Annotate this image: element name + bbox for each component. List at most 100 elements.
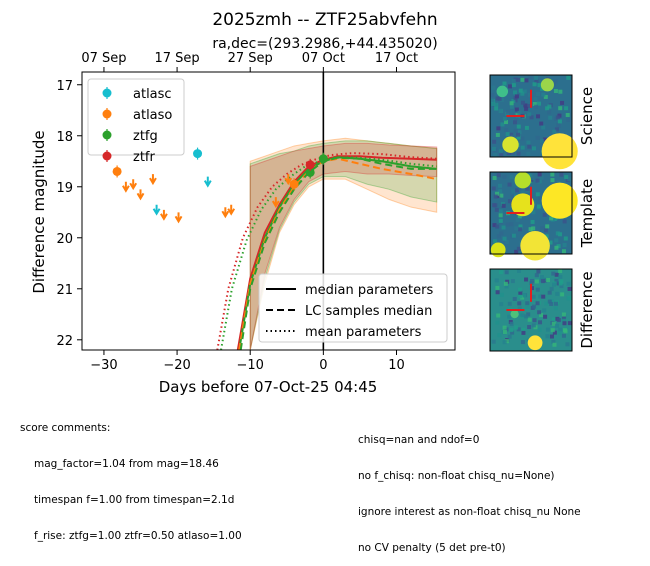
panel-noise xyxy=(532,318,537,323)
panel-noise xyxy=(539,313,544,318)
top-tick-label: 27 Sep xyxy=(228,51,273,66)
panel-noise xyxy=(504,128,509,133)
panel-noise xyxy=(518,227,523,232)
panel-noise xyxy=(496,234,501,239)
panel-noise xyxy=(494,106,499,111)
panel-noise xyxy=(554,238,559,243)
panel-noise xyxy=(543,228,548,233)
panel-noise xyxy=(509,101,514,106)
panel-noise xyxy=(554,272,559,277)
panel-noise xyxy=(518,186,523,191)
panel-noise xyxy=(495,224,500,229)
panel-noise xyxy=(505,279,510,284)
model-curve-ztfg-dashed xyxy=(239,156,437,350)
panel-noise xyxy=(498,209,503,214)
panel-noise xyxy=(559,172,564,177)
panel-noise xyxy=(553,89,558,94)
x-tick-label: −10 xyxy=(236,358,263,373)
panel-noise xyxy=(491,186,496,191)
panel-noise xyxy=(520,313,525,318)
x-tick-label: 10 xyxy=(388,358,405,373)
panel-noise xyxy=(527,112,532,117)
panel-noise xyxy=(509,327,514,332)
panel-noise xyxy=(501,225,506,230)
point-ztfg xyxy=(305,167,315,177)
panel-noise xyxy=(562,328,567,333)
panel-noise xyxy=(545,106,550,111)
panel-noise xyxy=(516,269,521,274)
panel-noise xyxy=(522,89,527,94)
panel-noise xyxy=(514,325,519,330)
panel-noise xyxy=(531,210,536,215)
panel-noise xyxy=(516,132,521,137)
comment-line: no f_chisq: non-float chisq_nu=None) xyxy=(358,470,555,482)
point-ztfg xyxy=(318,154,328,164)
panel-noise xyxy=(549,286,554,291)
image-panels: Science Template Difference xyxy=(489,74,596,352)
panel-noise xyxy=(556,123,561,128)
panel-noise xyxy=(531,146,536,151)
panel-noise xyxy=(555,291,560,296)
top-tick-label: 17 Sep xyxy=(154,51,199,66)
panel-noise xyxy=(502,330,507,335)
panel-noise xyxy=(504,270,509,275)
panel-noise xyxy=(498,183,503,188)
panel-noise xyxy=(562,242,567,247)
panel-noise xyxy=(543,314,548,319)
legend-label-ztfr: ztfr xyxy=(133,150,155,165)
model-legend-box xyxy=(258,273,448,343)
panel-noise xyxy=(537,327,542,332)
upper-limit-atlaso xyxy=(149,174,157,186)
panel-noise xyxy=(543,94,548,99)
panel-noise xyxy=(539,138,544,143)
panel-source xyxy=(514,172,531,189)
upper-limit-atlaso xyxy=(227,204,236,216)
panel-noise xyxy=(508,84,513,89)
panel-noise xyxy=(557,119,562,124)
model-curve-ztfg-dotted xyxy=(220,156,437,350)
panel-noise xyxy=(530,219,535,224)
panel-noise xyxy=(566,281,571,286)
panel-noise xyxy=(509,132,514,137)
comment-line: ignore interest as non-float chisq_nu No… xyxy=(358,506,581,518)
panel-noise xyxy=(522,293,527,298)
panel-noise xyxy=(534,104,539,109)
panel-noise xyxy=(496,126,501,131)
band-ztfr xyxy=(249,142,438,350)
panel-label: Science xyxy=(578,87,596,145)
panel-noise xyxy=(520,340,525,345)
panel-noise xyxy=(534,78,539,83)
panel-noise xyxy=(566,117,571,122)
panel-noise xyxy=(552,129,557,134)
panel-noise xyxy=(552,317,557,322)
panel-noise xyxy=(538,196,543,201)
panel-noise xyxy=(515,94,520,99)
panel-noise xyxy=(504,240,509,245)
panel-noise xyxy=(521,330,526,335)
panel-noise xyxy=(558,281,563,286)
panel-noise xyxy=(516,77,521,82)
panel-noise xyxy=(545,334,550,339)
panel-source xyxy=(510,310,519,319)
legend-label-atlasc: atlasc xyxy=(133,87,172,102)
panel-noise xyxy=(546,278,551,283)
panel-noise xyxy=(496,313,501,318)
panel-noise xyxy=(520,91,525,96)
panel-noise xyxy=(556,318,561,323)
panel-noise xyxy=(516,135,521,140)
score-comments-left: score comments: mag_factor=1.04 from mag… xyxy=(20,398,242,554)
panel-noise xyxy=(511,233,516,238)
panel-noise xyxy=(517,306,522,311)
panel-noise xyxy=(516,246,521,251)
panel-noise xyxy=(536,101,541,106)
model-curve-ztfg-solid xyxy=(238,156,437,350)
panel-noise xyxy=(507,334,512,339)
panel-noise xyxy=(533,97,538,102)
panel-noise xyxy=(521,327,526,332)
panel-noise xyxy=(556,244,561,249)
panel-noise xyxy=(539,175,544,180)
panel-noise xyxy=(514,116,519,121)
panel-noise xyxy=(491,339,496,344)
data-points xyxy=(112,147,328,224)
panel-source xyxy=(527,335,543,351)
